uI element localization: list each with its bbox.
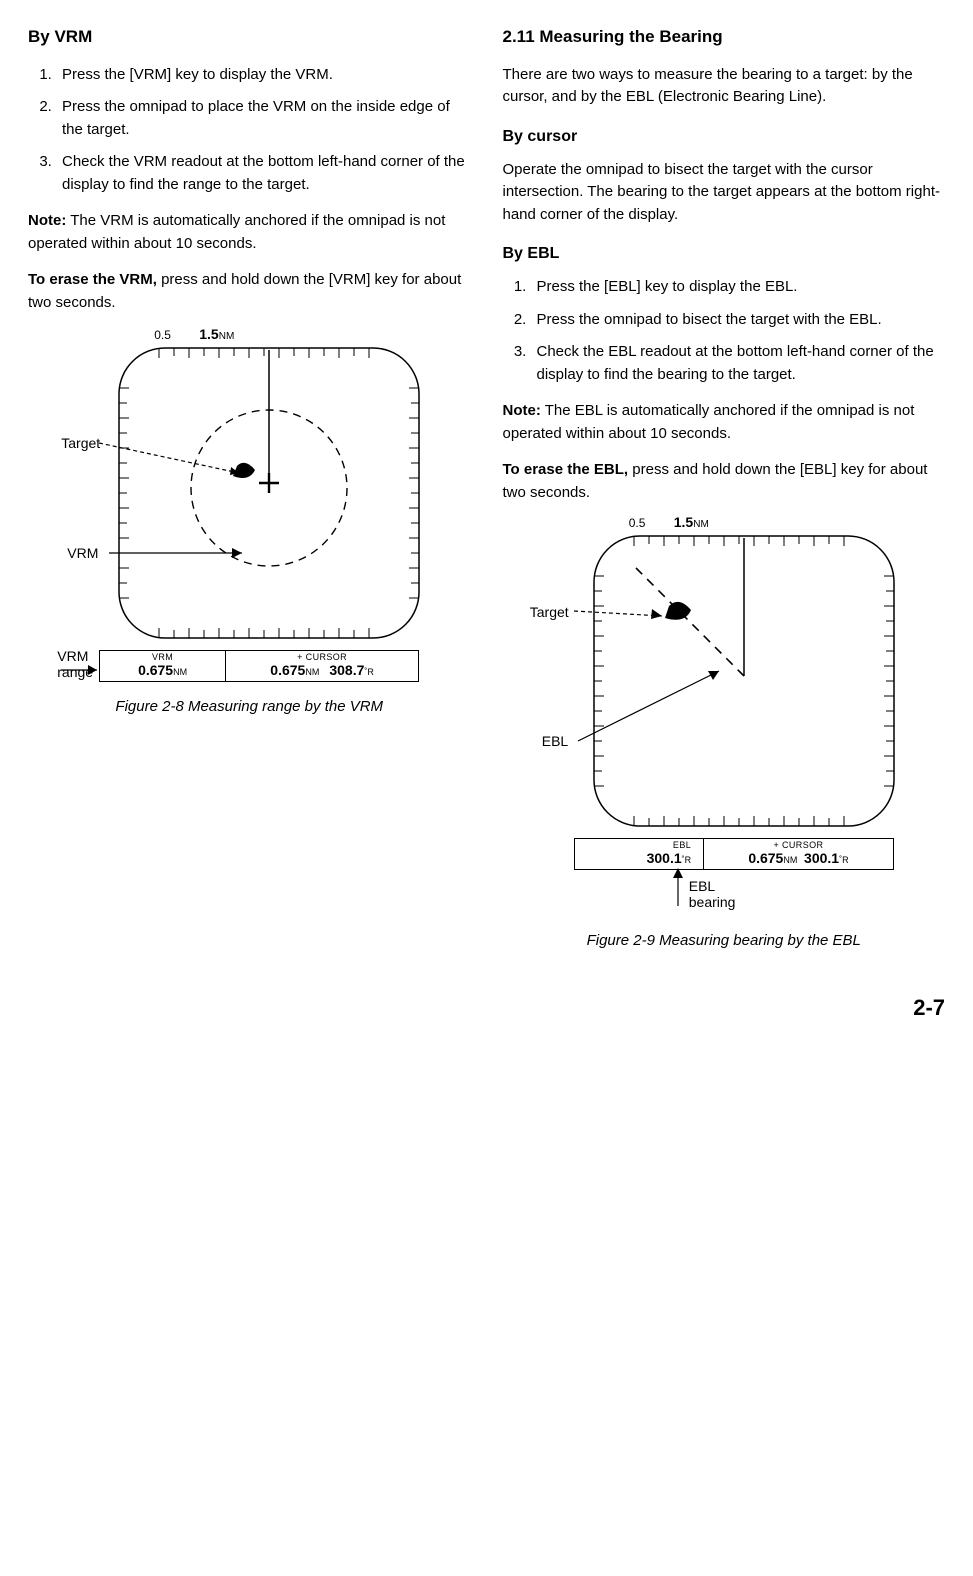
- readout-unit: ˚R: [839, 855, 849, 865]
- readout-top: VRM: [106, 652, 219, 662]
- readout-table: VRM 0.675NM + CURSOR 0.675NM 308.7˚R: [99, 650, 419, 682]
- readout-unit: ˚R: [364, 667, 374, 677]
- readout-cell-ebl: EBL 300.1˚R: [575, 839, 704, 869]
- readout-val: 300.1: [804, 850, 839, 866]
- list-item: Check the EBL readout at the bottom left…: [531, 341, 946, 386]
- list-item: Press the omnipad to place the VRM on th…: [56, 96, 471, 141]
- ebl-erase: To erase the EBL, press and hold down th…: [503, 459, 946, 504]
- vrm-steps: Press the [VRM] key to display the VRM. …: [28, 64, 471, 197]
- range-val: 1.5: [674, 514, 693, 530]
- label-range: 1.5NM: [199, 324, 234, 345]
- label-ebl: EBL: [542, 731, 568, 752]
- vrm-erase: To erase the VRM, press and hold down th…: [28, 269, 471, 314]
- readout-unit: NM: [783, 855, 797, 865]
- label-target: Target: [530, 602, 569, 623]
- readout-top: + CURSOR: [232, 652, 412, 662]
- figure-caption: Figure 2-9 Measuring bearing by the EBL: [503, 930, 946, 953]
- range-val: 1.5: [199, 326, 218, 342]
- readout-val: 0.675: [138, 662, 173, 678]
- erase-label: To erase the VRM,: [28, 271, 157, 288]
- label-vrm: VRM: [67, 543, 98, 564]
- label-target: Target: [61, 433, 100, 454]
- list-item: Check the VRM readout at the bottom left…: [56, 151, 471, 196]
- left-column: By VRM Press the [VRM] key to display th…: [28, 24, 471, 967]
- label-interval: 0.5: [154, 326, 171, 344]
- readout-val: 308.7: [329, 662, 364, 678]
- label-interval: 0.5: [629, 514, 646, 532]
- readout-top: EBL: [581, 840, 691, 850]
- label-range: 1.5NM: [674, 512, 709, 533]
- heading-by-ebl: By EBL: [503, 242, 946, 266]
- readout-cell-cursor: + CURSOR 0.675NM 300.1˚R: [704, 839, 893, 869]
- label-ebl-bearing: EBL bearing: [689, 878, 736, 910]
- page-number: 2-7: [28, 991, 945, 1024]
- ebl-note: Note: The EBL is automatically anchored …: [503, 400, 946, 445]
- note-text: The EBL is automatically anchored if the…: [503, 402, 915, 442]
- right-column: 2.11 Measuring the Bearing There are two…: [503, 24, 946, 967]
- figure-ebl: Target EBL 0.5 1.5NM EBL 300.1˚R + CURSO…: [534, 516, 914, 870]
- readout-val: 300.1: [647, 850, 682, 866]
- note-label: Note:: [28, 212, 66, 229]
- vrm-note: Note: The VRM is automatically anchored …: [28, 210, 471, 255]
- list-item: Press the [VRM] key to display the VRM.: [56, 64, 471, 87]
- readout-val: 0.675: [748, 850, 783, 866]
- heading-bearing: 2.11 Measuring the Bearing: [503, 24, 946, 50]
- readout-unit: NM: [305, 667, 319, 677]
- cursor-body: Operate the omnipad to bisect the target…: [503, 159, 946, 227]
- figure-vrm: Target VRM VRM range 0.5 1.5NM VRM 0.675…: [59, 328, 439, 682]
- readout-cell-cursor: + CURSOR 0.675NM 308.7˚R: [226, 651, 418, 681]
- readout-unit: ˚R: [682, 855, 692, 865]
- range-unit: NM: [693, 519, 709, 530]
- list-item: Press the omnipad to bisect the target w…: [531, 309, 946, 332]
- readout-val: 0.675: [270, 662, 305, 678]
- note-text: The VRM is automatically anchored if the…: [28, 212, 445, 252]
- figure-caption: Figure 2-8 Measuring range by the VRM: [28, 696, 471, 719]
- heading-by-vrm: By VRM: [28, 24, 471, 50]
- range-unit: NM: [219, 331, 235, 342]
- bearing-intro: There are two ways to measure the bearin…: [503, 64, 946, 109]
- erase-label: To erase the EBL,: [503, 461, 629, 478]
- readout-top: + CURSOR: [710, 840, 887, 850]
- list-item: Press the [EBL] key to display the EBL.: [531, 276, 946, 299]
- heading-by-cursor: By cursor: [503, 125, 946, 149]
- readout-unit: NM: [173, 667, 187, 677]
- note-label: Note:: [503, 402, 541, 419]
- ebl-steps: Press the [EBL] key to display the EBL. …: [503, 276, 946, 386]
- readout-cell-vrm: VRM 0.675NM: [100, 651, 226, 681]
